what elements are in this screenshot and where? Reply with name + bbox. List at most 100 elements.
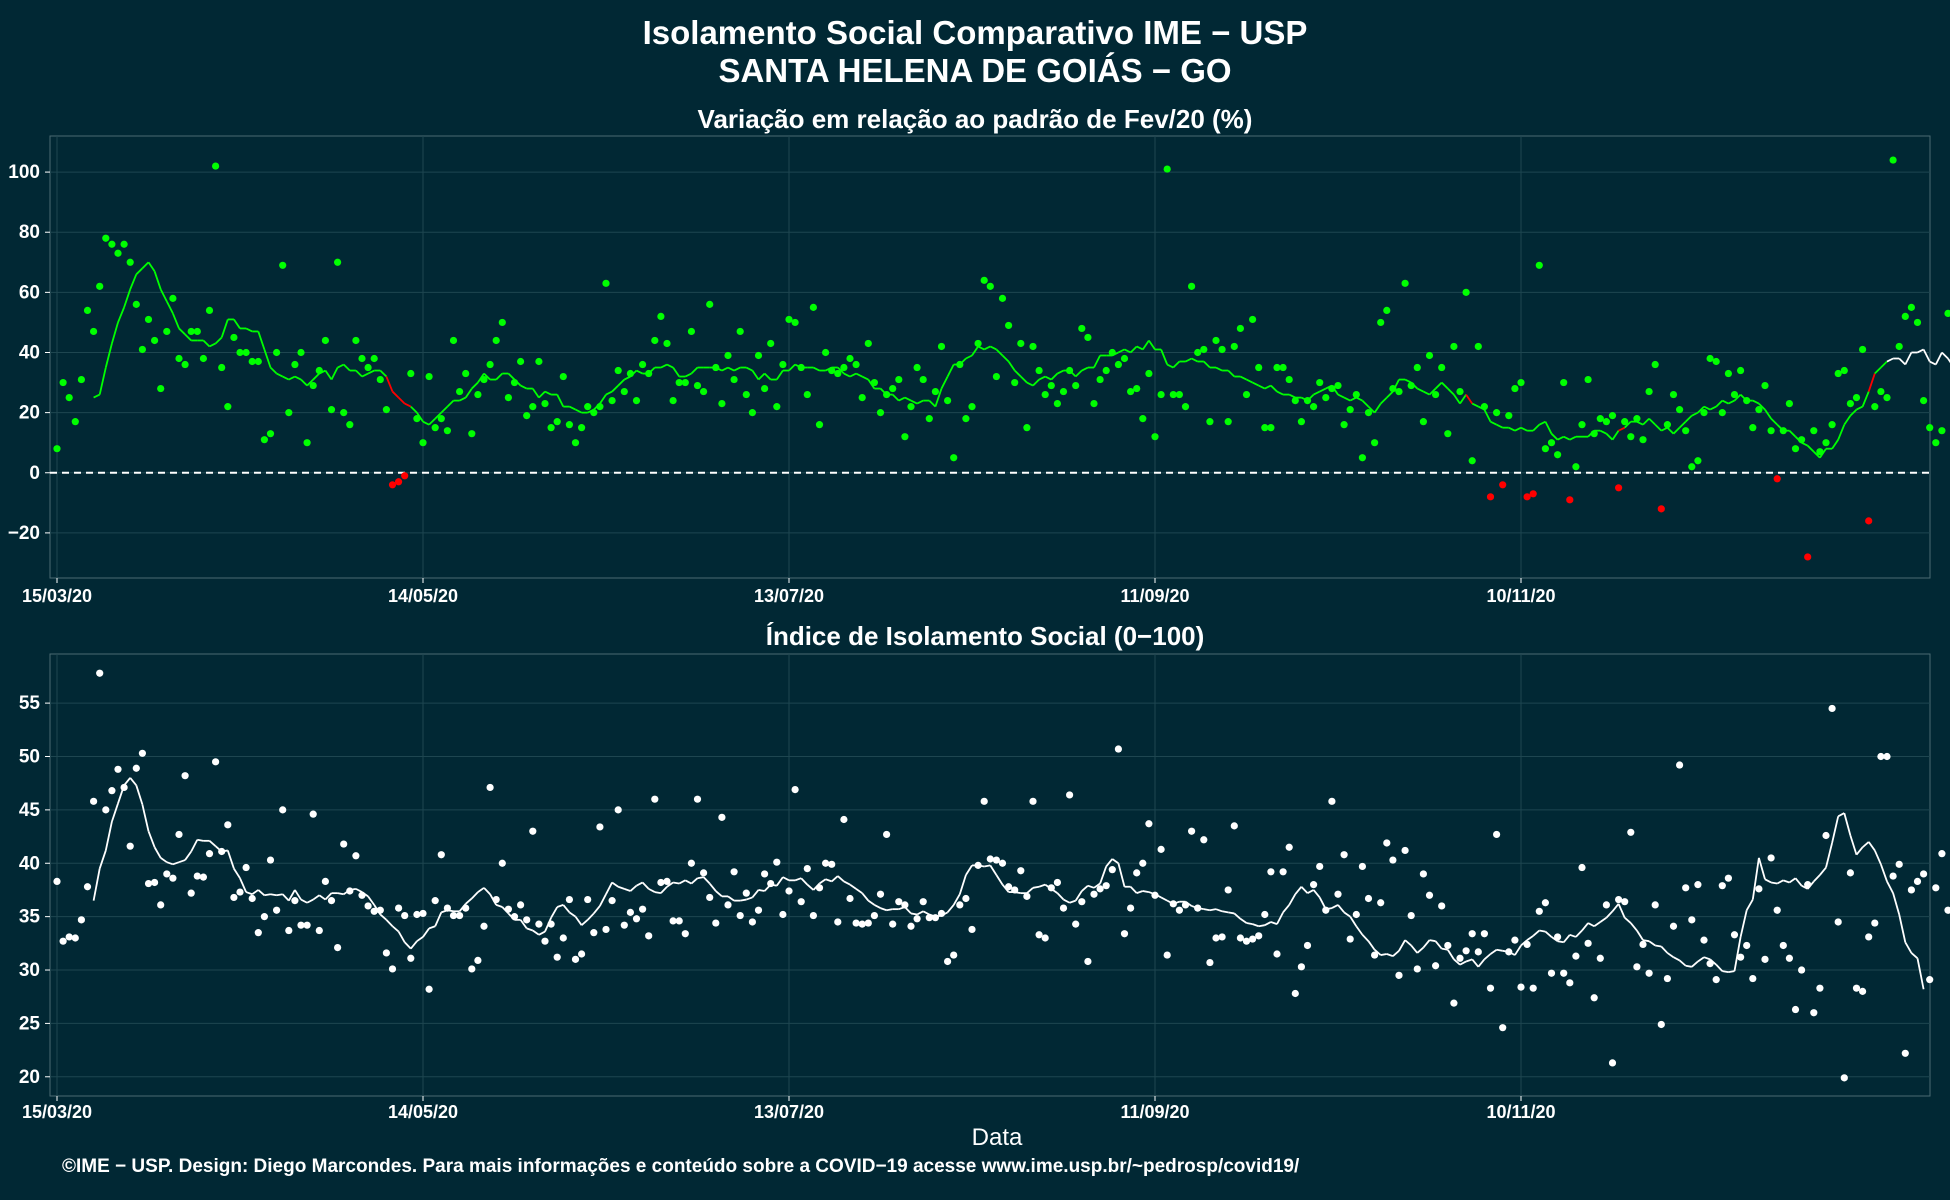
- chart-title: Isolamento Social Comparativo IME − USP: [642, 14, 1308, 51]
- data-point: [1608, 1059, 1617, 1067]
- data-point: [687, 327, 696, 336]
- moving-average-segment: [159, 288, 168, 302]
- data-point: [480, 922, 488, 930]
- data-point: [1346, 935, 1354, 943]
- data-point: [998, 294, 1007, 302]
- moving-average-segment: [593, 905, 601, 915]
- moving-average-segment: [257, 889, 265, 896]
- moving-average-segment: [172, 861, 180, 866]
- data-point: [474, 390, 482, 399]
- moving-average-segment: [190, 839, 199, 852]
- data-point: [1724, 874, 1732, 882]
- moving-average-segment: [343, 363, 351, 372]
- data-point: [754, 906, 763, 914]
- moving-average-segment: [666, 881, 674, 888]
- moving-average-segment: [98, 850, 107, 869]
- moving-average-segment: [93, 393, 101, 399]
- moving-average-segment: [1441, 381, 1449, 390]
- data-point: [1480, 930, 1488, 938]
- moving-average-segment: [776, 876, 784, 887]
- data-point: [1072, 381, 1080, 390]
- data-point: [876, 409, 885, 417]
- moving-average-segment: [129, 777, 137, 786]
- moving-average-segment: [1221, 910, 1229, 914]
- data-point: [230, 333, 238, 342]
- data-point: [449, 336, 458, 345]
- moving-average-segment: [813, 366, 820, 372]
- data-point: [742, 390, 750, 399]
- data-point: [828, 860, 836, 868]
- moving-average-segment: [1032, 885, 1040, 889]
- moving-average-segment: [697, 876, 704, 880]
- moving-average-segment: [1563, 934, 1571, 943]
- moving-average-segment: [202, 339, 211, 348]
- moving-average-segment: [165, 300, 174, 314]
- data-point: [132, 300, 140, 308]
- moving-average-segment: [300, 898, 308, 904]
- moving-average-segment: [1703, 405, 1711, 411]
- moving-average-segment: [1264, 921, 1272, 926]
- data-point: [1493, 830, 1501, 839]
- moving-average-segment: [1599, 429, 1607, 435]
- data-point: [1523, 493, 1531, 501]
- y-tick-label: 55: [19, 693, 41, 714]
- moving-average-segment: [1685, 414, 1693, 423]
- data-point: [1938, 427, 1946, 435]
- data-point: [1889, 156, 1897, 164]
- data-point: [1682, 427, 1690, 435]
- moving-average-segment: [1050, 372, 1059, 381]
- variation-grid: [50, 136, 1930, 578]
- moving-average-segment: [757, 372, 766, 381]
- data-point: [291, 360, 299, 369]
- x-tick-label: 10/11/20: [1486, 586, 1555, 606]
- data-point: [334, 258, 342, 266]
- data-point: [1511, 384, 1519, 393]
- moving-average-segment: [776, 370, 784, 381]
- moving-average-segment: [1898, 914, 1907, 943]
- data-point: [565, 895, 574, 904]
- moving-average-segment: [330, 367, 339, 380]
- data-point: [1761, 955, 1769, 963]
- moving-average-segment: [428, 925, 436, 930]
- data-point: [309, 381, 317, 390]
- moving-average-segment: [1825, 842, 1833, 868]
- data-point: [1480, 403, 1488, 411]
- moving-average-segment: [178, 859, 186, 864]
- data-point: [248, 894, 256, 903]
- data-point: [224, 821, 232, 829]
- moving-average-segment: [471, 381, 479, 390]
- moving-average-segment: [989, 345, 997, 351]
- data-point: [1188, 827, 1196, 835]
- data-point: [1438, 363, 1446, 372]
- moving-average-segment: [1136, 890, 1144, 894]
- moving-average-segment: [575, 408, 582, 414]
- moving-average-segment: [1093, 882, 1101, 889]
- data-point: [681, 930, 689, 938]
- data-point: [675, 917, 683, 925]
- data-point: [852, 360, 860, 369]
- moving-average-segment: [404, 941, 412, 950]
- moving-average-segment: [1434, 381, 1443, 390]
- data-point: [1505, 948, 1513, 956]
- moving-average-segment: [1593, 921, 1601, 927]
- data-point: [279, 806, 287, 814]
- y-tick-label: 50: [19, 746, 40, 767]
- data-point: [1169, 390, 1177, 399]
- data-point: [815, 421, 824, 429]
- y-tick-label: 45: [19, 800, 41, 821]
- variation-panel-title: Variação em relação ao padrão de Fev/20 …: [698, 104, 1253, 134]
- moving-average-segment: [422, 927, 430, 938]
- data-point: [1468, 930, 1476, 938]
- data-point: [1517, 983, 1525, 991]
- data-point: [706, 893, 714, 902]
- moving-average-segment: [263, 349, 272, 368]
- moving-average-segment: [98, 367, 107, 395]
- data-point: [773, 858, 781, 866]
- data-point: [138, 749, 146, 757]
- data-point: [517, 901, 525, 909]
- moving-average-segment: [483, 372, 491, 381]
- data-point: [1743, 941, 1751, 950]
- moving-average-segment: [702, 876, 711, 885]
- moving-average-segment: [1349, 396, 1357, 402]
- data-point: [1834, 918, 1842, 926]
